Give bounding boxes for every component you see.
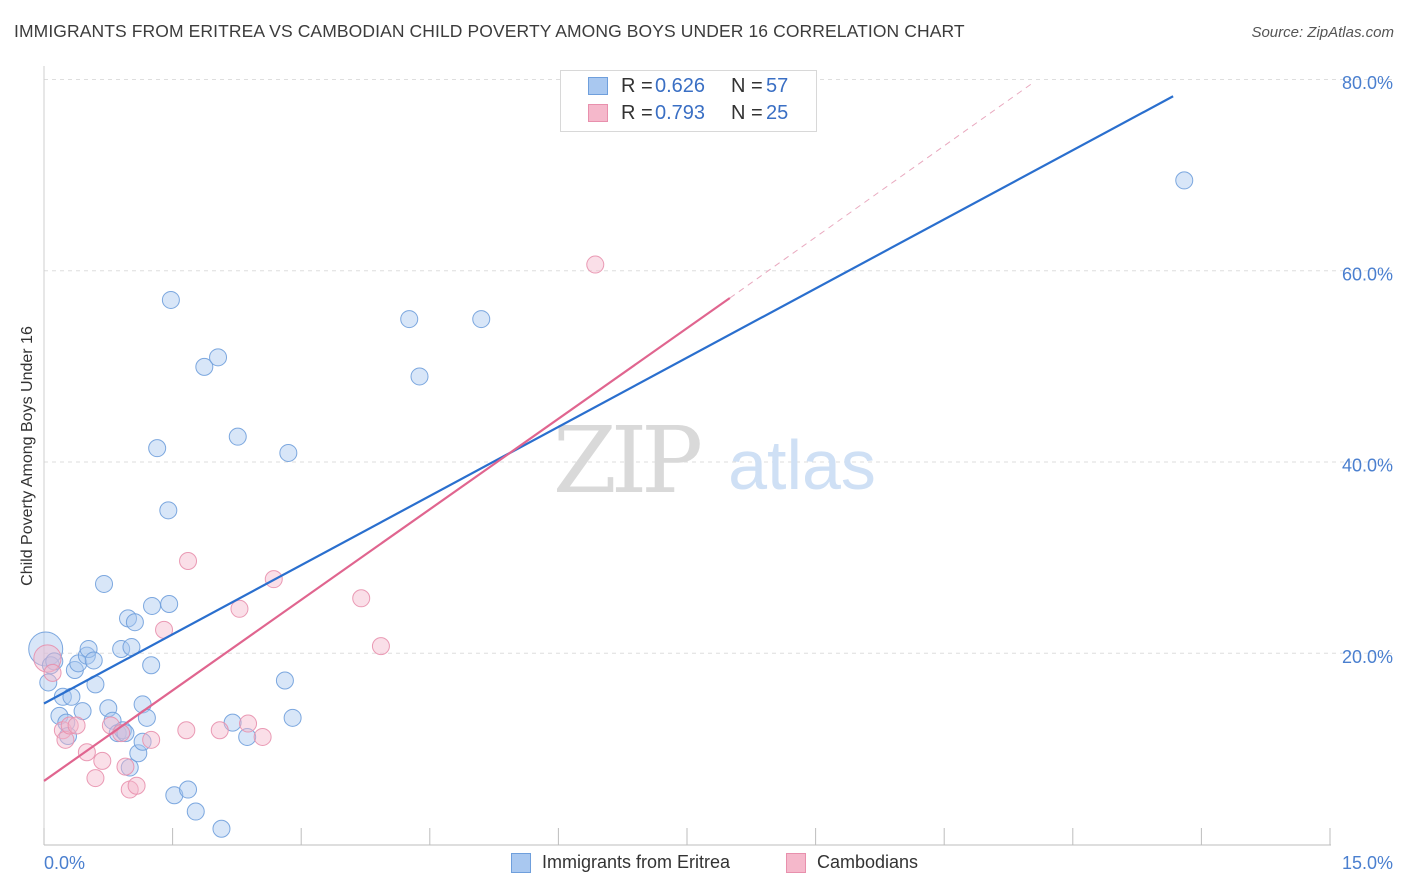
cambodian-point	[210, 721, 229, 740]
y-tick-label: 80.0%	[1342, 73, 1393, 93]
eritrea-point	[186, 802, 205, 821]
cambodian-point	[43, 663, 62, 682]
eritrea-point	[165, 786, 184, 805]
eritrea-point	[209, 348, 228, 367]
eritrea-point	[39, 673, 58, 692]
legend-r-value: 0.626	[655, 75, 706, 97]
eritrea-point	[143, 596, 162, 615]
cambodian-point	[239, 714, 258, 733]
eritrea-point	[129, 744, 148, 763]
legend-swatch-pink	[588, 104, 608, 122]
cambodian-point	[67, 716, 86, 735]
tick-labels: 20.0% 40.0% 60.0% 80.0% 0.0% 15.0%	[44, 73, 1393, 873]
legend-swatch-blue	[588, 77, 608, 95]
eritrea-point	[275, 671, 294, 690]
cambodian-point	[230, 599, 249, 618]
cambodian-point	[127, 776, 146, 795]
eritrea-point	[279, 443, 298, 462]
cambodian-point	[177, 721, 196, 740]
eritrea-point	[472, 310, 491, 329]
eritrea-point	[142, 656, 161, 675]
cambodian-trendline	[43, 297, 731, 782]
watermark-atlas: atlas	[728, 426, 876, 504]
legend-r-value: 0.793	[655, 102, 706, 124]
eritrea-trendline	[43, 95, 1174, 705]
bottom-legend-label: Cambodians	[817, 852, 919, 872]
legend-r-label: R =	[621, 102, 653, 124]
trend-layer	[43, 81, 1174, 782]
y-tick-label: 20.0%	[1342, 647, 1393, 667]
eritrea-point	[79, 639, 98, 658]
watermark: ZIP atlas	[553, 407, 876, 514]
bottom-legend-label: Immigrants from Eritrea	[542, 852, 731, 872]
cambodian-trendline-extension	[729, 81, 1035, 299]
eritrea-point	[84, 651, 103, 670]
eritrea-point	[400, 310, 419, 329]
cambodian-point	[56, 730, 75, 749]
eritrea-point	[125, 613, 144, 632]
cambodian-point	[179, 551, 198, 570]
eritrea-point	[161, 290, 180, 309]
cambodian-point	[352, 589, 371, 608]
eritrea-point	[283, 708, 302, 727]
cambodian-point	[93, 751, 112, 770]
cambodian-point	[371, 637, 390, 656]
watermark-zip: ZIP	[553, 407, 700, 514]
legend-r-label: R =	[621, 75, 653, 97]
eritrea-point	[148, 439, 167, 458]
eritrea-point	[159, 501, 178, 520]
eritrea-point	[160, 595, 179, 614]
eritrea-point	[228, 427, 247, 446]
cambodian-point	[33, 644, 62, 673]
legend-n-label: N =	[731, 102, 763, 124]
eritrea-point	[179, 780, 198, 799]
x-tick-label-max: 15.0%	[1342, 853, 1393, 873]
grid-layer	[44, 79, 1393, 654]
eritrea-point	[410, 367, 429, 386]
cambodian-point	[253, 727, 272, 746]
cambodian-point	[86, 769, 105, 788]
eritrea-point	[238, 727, 257, 746]
bottom-legend-swatch-pink	[786, 853, 806, 873]
correlation-legend: R = 0.626 N = 57 R = 0.793 N = 25	[560, 70, 817, 132]
y-tick-label: 40.0%	[1342, 456, 1393, 476]
eritrea-point	[212, 819, 231, 838]
points-layer	[28, 171, 1194, 838]
chart-title: IMMIGRANTS FROM ERITREA VS CAMBODIAN CHI…	[14, 21, 965, 41]
source-credit: Source: ZipAtlas.com	[1251, 24, 1394, 41]
bottom-legend-swatch-blue	[511, 853, 531, 873]
axes-layer	[43, 66, 1331, 846]
legend-n-label: N =	[731, 75, 763, 97]
cambodian-point	[142, 730, 161, 749]
eritrea-point	[195, 357, 214, 376]
legend-n-value: 57	[766, 75, 789, 97]
eritrea-point	[95, 574, 114, 593]
cambodian-point	[116, 757, 135, 776]
y-tick-label: 60.0%	[1342, 264, 1393, 284]
eritrea-point	[1175, 171, 1194, 190]
x-tick-label-min: 0.0%	[44, 853, 85, 873]
legend-n-value: 25	[766, 102, 789, 124]
cambodian-point	[586, 255, 605, 274]
cambodian-point	[60, 716, 79, 735]
